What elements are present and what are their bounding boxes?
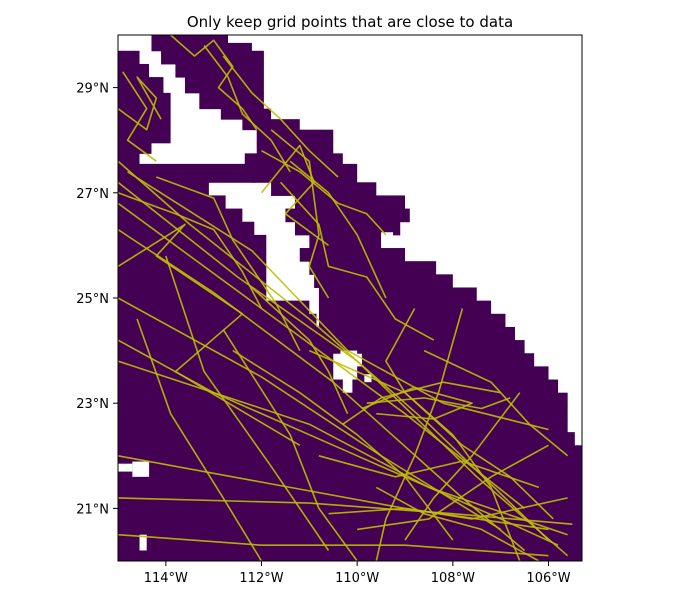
data-track bbox=[375, 486, 540, 561]
grid-cell-block bbox=[118, 142, 152, 154]
data-track bbox=[118, 181, 569, 557]
grid-cell-block bbox=[118, 182, 209, 196]
chart-title: Only keep grid points that are close to … bbox=[187, 13, 513, 31]
data-track bbox=[118, 455, 549, 531]
data-track bbox=[165, 255, 330, 551]
grid-cell-block bbox=[242, 119, 300, 131]
grid-cell-block bbox=[318, 287, 477, 302]
data-track bbox=[328, 497, 568, 520]
data-track bbox=[118, 192, 263, 309]
grid-cell-gap bbox=[118, 463, 133, 472]
data-track bbox=[366, 397, 511, 410]
grid-cell-gap bbox=[149, 58, 157, 70]
data-track bbox=[260, 144, 329, 247]
grid-cell-block bbox=[309, 234, 382, 249]
x-tick-label: 114°W bbox=[144, 571, 188, 586]
data-track bbox=[127, 171, 549, 431]
data-track bbox=[118, 497, 573, 525]
y-tick-label: 29°N bbox=[76, 82, 109, 97]
data-track bbox=[280, 181, 435, 341]
data-track bbox=[289, 160, 387, 299]
data-track bbox=[170, 35, 258, 131]
data-tracks-layer bbox=[118, 35, 573, 561]
x-tick-label: 112°W bbox=[239, 571, 283, 586]
y-tick-label: 21°N bbox=[76, 502, 109, 517]
grid-cell-block bbox=[118, 163, 255, 183]
grid-cell-block bbox=[299, 248, 406, 262]
grid-cell-block bbox=[357, 366, 549, 381]
x-tick-label: 110°W bbox=[335, 571, 379, 586]
grid-cell-block bbox=[118, 92, 171, 110]
grid-cell-block bbox=[244, 153, 343, 165]
grid-cell-block bbox=[151, 42, 252, 52]
grid-cell-block bbox=[318, 300, 492, 315]
grid-cell-block bbox=[118, 63, 150, 78]
grid-cell-block bbox=[118, 153, 140, 165]
grid-cells-layer bbox=[118, 35, 582, 561]
y-tick-label: 27°N bbox=[76, 187, 109, 202]
data-track bbox=[404, 392, 521, 541]
data-track bbox=[118, 533, 549, 557]
data-track bbox=[342, 381, 501, 425]
grid-cell-block bbox=[118, 248, 267, 262]
grid-cell-block bbox=[118, 432, 575, 446]
grid-cell-block bbox=[118, 195, 226, 210]
grid-cell-block bbox=[184, 77, 264, 94]
data-track bbox=[156, 176, 301, 351]
grid-cell-block bbox=[118, 108, 171, 120]
grid-cell-block bbox=[199, 92, 264, 110]
grid-cell-gap bbox=[364, 374, 372, 383]
data-track bbox=[318, 455, 540, 489]
x-axis: 114°W 112°W 110°W 108°W 106°W bbox=[144, 561, 571, 586]
grid-cell-block bbox=[118, 300, 310, 315]
data-track bbox=[122, 71, 157, 162]
grid-cell-block bbox=[118, 313, 317, 328]
data-track bbox=[251, 286, 349, 415]
data-track bbox=[118, 76, 162, 131]
grid-cell-block bbox=[318, 313, 506, 328]
x-tick-label: 106°W bbox=[526, 571, 570, 586]
data-track bbox=[308, 349, 554, 520]
grid-cell-block bbox=[118, 353, 334, 367]
grid-cell-gap bbox=[139, 534, 147, 551]
plot-area bbox=[118, 35, 582, 561]
grid-cell-block bbox=[118, 287, 267, 302]
grid-cell-block bbox=[175, 63, 264, 78]
grid-cell-block bbox=[118, 50, 140, 65]
data-track bbox=[203, 45, 291, 173]
grid-cell-block bbox=[118, 340, 525, 354]
y-tick-label: 23°N bbox=[76, 397, 109, 412]
x-tick-label: 108°W bbox=[431, 571, 475, 586]
data-track bbox=[118, 360, 568, 536]
grid-cell-block bbox=[151, 35, 229, 44]
grid-cell-block bbox=[118, 77, 164, 94]
grid-cell-block bbox=[118, 261, 267, 275]
data-track bbox=[136, 318, 263, 561]
data-track bbox=[423, 349, 569, 457]
data-track bbox=[357, 444, 549, 531]
y-axis: 21°N 23°N 25°N 27°N 29°N bbox=[76, 82, 118, 517]
data-track bbox=[375, 308, 464, 561]
data-track bbox=[118, 223, 301, 446]
data-track bbox=[232, 349, 454, 541]
grid-cell-block bbox=[314, 274, 453, 288]
grid-cell-block bbox=[118, 379, 343, 394]
data-track bbox=[222, 55, 339, 178]
data-track bbox=[261, 149, 387, 236]
grid-cell-block bbox=[118, 221, 255, 236]
data-track bbox=[222, 329, 358, 561]
grid-cell-gap bbox=[316, 308, 319, 325]
grid-cell-block bbox=[256, 142, 334, 154]
grid-cell-block bbox=[118, 418, 568, 433]
grid-cell-block bbox=[118, 119, 171, 131]
y-tick-label: 25°N bbox=[76, 292, 109, 307]
grid-cell-block bbox=[118, 366, 334, 381]
grid-cell-block bbox=[118, 129, 171, 144]
grid-cell-gap bbox=[381, 232, 394, 243]
grid-cell-block bbox=[294, 195, 406, 210]
